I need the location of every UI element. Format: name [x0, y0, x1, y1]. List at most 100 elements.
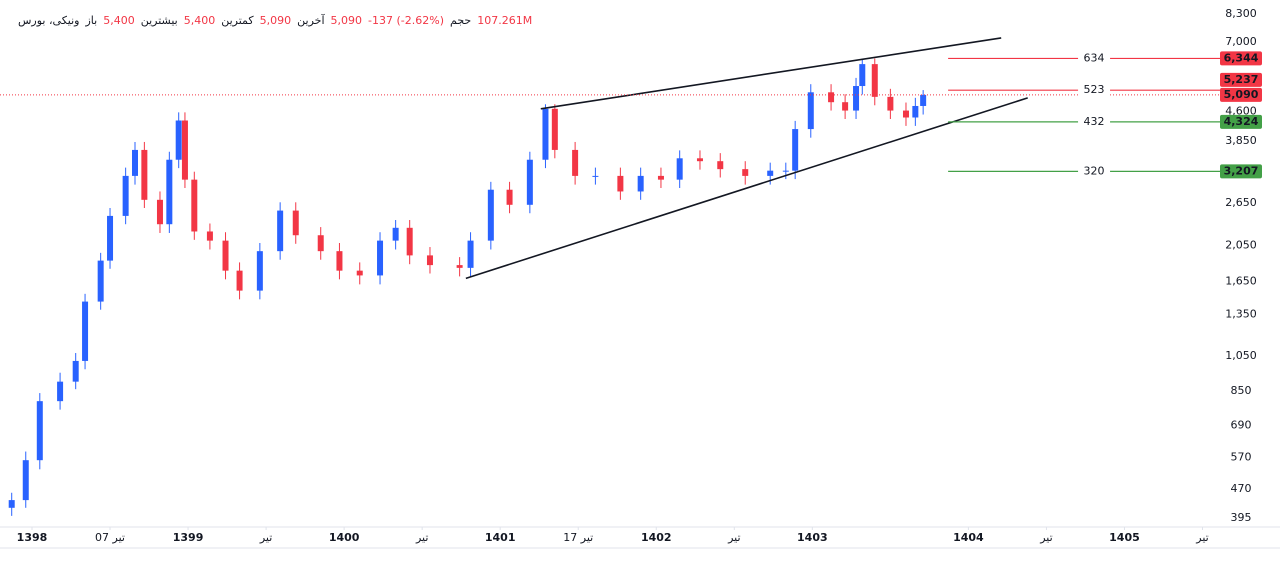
candle-body	[551, 108, 558, 150]
candle-body	[828, 92, 835, 103]
y-tick-label: 2,650	[1225, 196, 1257, 209]
price-tag-label: 3,207	[1224, 164, 1259, 177]
level-label-bg	[1078, 83, 1111, 98]
candle-body	[456, 265, 463, 268]
candle-body	[592, 175, 599, 177]
candle-body	[842, 102, 849, 111]
y-tick-label: 1,350	[1225, 308, 1257, 321]
volume-label: حجم	[450, 14, 472, 27]
candle-body	[859, 64, 866, 87]
level-label-bg	[1078, 114, 1111, 129]
x-tick-label: تیر	[415, 531, 428, 544]
field-value: 5,400	[103, 14, 135, 27]
y-tick-label: 8,300	[1225, 7, 1257, 20]
symbol: ونیکی، بورس	[18, 14, 80, 27]
candle-body	[317, 235, 324, 252]
x-tick-label: 1402	[641, 531, 672, 544]
candle-body	[107, 215, 114, 261]
candle-body	[175, 120, 182, 160]
candle-body	[617, 175, 624, 192]
candle-body	[166, 159, 173, 225]
candle-body	[8, 500, 15, 508]
candle-body	[36, 401, 43, 461]
y-tick-label: 470	[1231, 482, 1252, 495]
y-tick-label: 570	[1231, 450, 1252, 463]
candle-body	[676, 158, 683, 180]
candle-body	[902, 110, 909, 118]
candle-body	[292, 210, 299, 236]
field-label: بیشترین	[140, 14, 178, 27]
level-label: 523	[1084, 83, 1105, 96]
x-tick-label: 1403	[797, 531, 828, 544]
candle-body	[767, 170, 774, 176]
candle-body	[572, 149, 579, 176]
y-tick-label: 395	[1231, 511, 1252, 524]
x-tick-label: تیر	[727, 531, 740, 544]
level-label: 320	[1084, 164, 1105, 177]
candle-body	[336, 251, 343, 271]
candle-body	[277, 210, 284, 252]
field-value: 5,090	[259, 14, 292, 27]
candle-body	[526, 159, 533, 205]
candle-body	[82, 301, 89, 361]
candle-body	[206, 231, 213, 241]
price-tag-label: 5,090	[1224, 88, 1259, 101]
candle-body	[97, 260, 104, 302]
symbol-header: ونیکی، بورس باز 5,400 بیشترین 5,400 کمترین…	[18, 14, 533, 27]
trendline	[540, 37, 1002, 110]
candle-body	[782, 170, 789, 172]
x-tick-label: 07 تیر	[95, 531, 125, 544]
candle-body	[742, 169, 749, 176]
price-tag-label: 5,237	[1224, 73, 1259, 86]
candle-body	[637, 175, 644, 192]
candle-body	[717, 161, 724, 170]
field-label: باز	[85, 14, 98, 27]
candle-body	[487, 189, 494, 241]
candle-body	[920, 94, 927, 106]
price-tag	[1220, 164, 1262, 179]
candle-body	[853, 86, 860, 111]
x-tick-label: تیر	[1195, 531, 1208, 544]
candle-body	[392, 227, 399, 241]
candle-body	[256, 251, 263, 291]
candle-body	[236, 270, 243, 291]
level-label-bg	[1078, 164, 1111, 179]
candle-body	[406, 227, 413, 256]
price-tag	[1220, 114, 1262, 129]
price-tag	[1220, 51, 1262, 66]
y-tick-label: 1,050	[1225, 349, 1257, 362]
candle-body	[72, 360, 79, 382]
candle-body	[181, 120, 188, 180]
field-value: 5,090	[330, 14, 363, 27]
level-label: 432	[1084, 115, 1105, 128]
candle-body	[222, 240, 229, 271]
candle-body	[22, 460, 29, 501]
level-label: 634	[1084, 51, 1105, 64]
candle-body	[132, 149, 138, 176]
candle-body	[122, 175, 129, 216]
x-tick-label: تیر	[259, 531, 272, 544]
x-tick-label: 1400	[329, 531, 360, 544]
volume: 107.261M	[477, 14, 533, 27]
price-tag-label: 4,324	[1224, 115, 1259, 128]
y-tick-label: 4,600	[1225, 105, 1257, 118]
candle-body	[57, 381, 64, 402]
x-tick-label: 1405	[1109, 531, 1140, 544]
field-label: آخرین	[297, 14, 325, 27]
candle-body	[696, 158, 703, 162]
candle-body	[912, 105, 919, 118]
candle-body	[807, 92, 814, 130]
change: -137 (-2.62%)	[368, 14, 444, 27]
y-tick-label: 1,650	[1225, 274, 1257, 287]
x-tick-label: 1401	[485, 531, 516, 544]
trendline	[465, 97, 1028, 280]
x-tick-label: تیر	[1039, 531, 1052, 544]
candle-body	[542, 108, 549, 160]
candle-body	[887, 96, 894, 111]
candle-body	[871, 64, 878, 97]
candle-body	[506, 189, 513, 205]
x-tick-label: 17 تیر	[563, 531, 593, 544]
y-tick-label: 850	[1231, 384, 1252, 397]
